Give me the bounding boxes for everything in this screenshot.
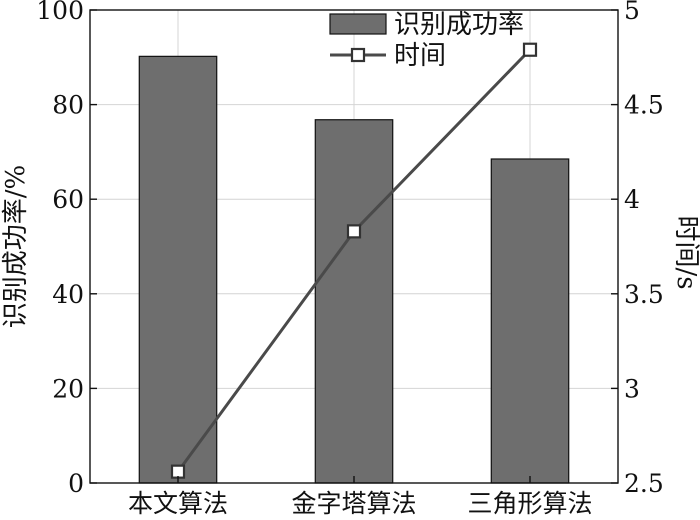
y2-tick-label-1: 3	[624, 374, 640, 403]
y2-tick-label-3: 4	[624, 185, 640, 214]
y-tick-label-1: 20	[52, 374, 84, 403]
y2-axis-title: 时间/s	[671, 215, 700, 289]
y-tick-label-4: 80	[52, 91, 84, 120]
y-tick-label-5: 100	[36, 0, 84, 25]
legend-bar-label: 识别成功率	[394, 10, 524, 40]
y-tick-label-3: 60	[52, 185, 84, 214]
y2-tick-label-0: 2.5	[624, 469, 664, 498]
time-point-2	[522, 42, 538, 57]
legend-bar-swatch	[329, 13, 387, 35]
y-tick-label-2: 40	[52, 280, 84, 309]
bar-0	[138, 55, 218, 484]
legend-line-marker	[350, 47, 366, 63]
legend-line-label: 时间	[394, 41, 446, 71]
x-tick-label-2: 三角形算法	[467, 489, 592, 518]
y-tick-label-0: 0	[68, 469, 84, 498]
x-tick-label-1: 金字塔算法	[291, 489, 416, 518]
legend: 识别成功率 时间	[329, 10, 524, 71]
y2-tick-label-5: 5	[624, 0, 640, 25]
bar-2	[490, 158, 570, 484]
time-point-0	[170, 464, 186, 479]
y-axis-title: 识别成功率/%	[1, 165, 31, 328]
y2-tick-label-4: 4.5	[624, 91, 664, 120]
bar-1	[314, 119, 394, 484]
y2-tick-label-2: 3.5	[624, 280, 664, 309]
time-point-1	[346, 224, 362, 239]
x-tick-label-0: 本文算法	[128, 489, 228, 518]
